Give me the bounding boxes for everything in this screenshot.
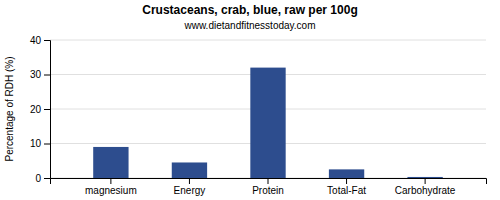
y-tick-mark bbox=[44, 75, 50, 76]
y-tick: 0 bbox=[35, 173, 50, 184]
x-tick: Total-Fat bbox=[327, 178, 366, 196]
y-tick: 20 bbox=[30, 104, 50, 115]
x-tick-mark bbox=[346, 178, 347, 184]
y-axis-line bbox=[44, 41, 51, 179]
y-axis: 0 10 20 30 40 bbox=[30, 35, 51, 184]
y-tick: 30 bbox=[30, 69, 50, 80]
x-tick-mark bbox=[189, 178, 190, 184]
x-tick-mark bbox=[425, 178, 426, 184]
x-axis: magnesium Energy Protein Total-Fat Carbohydr… bbox=[51, 178, 487, 196]
x-tick-mark bbox=[110, 178, 111, 184]
y-tick-label: 10 bbox=[30, 138, 42, 149]
y-axis-title: Percentage of RDH (%) bbox=[4, 56, 15, 161]
grid-line bbox=[50, 40, 486, 41]
x-tick-label: Protein bbox=[252, 185, 284, 196]
x-tick: Carbohydrate bbox=[395, 178, 456, 196]
y-tick-mark bbox=[44, 109, 50, 110]
bar bbox=[407, 177, 442, 178]
y-tick-label: 20 bbox=[30, 104, 42, 115]
y-tick-mark bbox=[44, 178, 50, 179]
x-tick-label: Total-Fat bbox=[327, 185, 366, 196]
x-tick: Protein bbox=[252, 178, 284, 196]
x-tick: Energy bbox=[174, 178, 206, 196]
y-tick-mark bbox=[44, 144, 50, 145]
plot-area: 0 10 20 30 40 magnesium Energy Protein Total-Fat… bbox=[30, 35, 487, 196]
y-tick-label: 0 bbox=[35, 173, 41, 184]
x-tick-label: Energy bbox=[174, 185, 206, 196]
grid bbox=[50, 40, 486, 178]
bar bbox=[329, 169, 364, 178]
x-tick-label: magnesium bbox=[85, 185, 137, 196]
chart: Crustaceans, crab, blue, raw per 100g www… bbox=[0, 0, 500, 200]
bar bbox=[250, 68, 285, 178]
y-tick-label: 30 bbox=[30, 69, 42, 80]
subtitle: www.dietandfitnesstoday.com bbox=[184, 20, 316, 31]
bars bbox=[93, 68, 443, 178]
title: Crustaceans, crab, blue, raw per 100g bbox=[142, 3, 357, 17]
y-tick: 10 bbox=[30, 138, 50, 149]
x-tick: magnesium bbox=[85, 178, 137, 196]
y-tick: 40 bbox=[30, 35, 50, 46]
x-tick-label: Carbohydrate bbox=[395, 185, 456, 196]
bar bbox=[172, 162, 207, 178]
y-tick-label: 40 bbox=[30, 35, 42, 46]
x-axis-line bbox=[51, 179, 487, 185]
bar bbox=[93, 147, 128, 178]
x-tick-mark bbox=[268, 178, 269, 184]
y-tick-mark bbox=[44, 40, 50, 41]
